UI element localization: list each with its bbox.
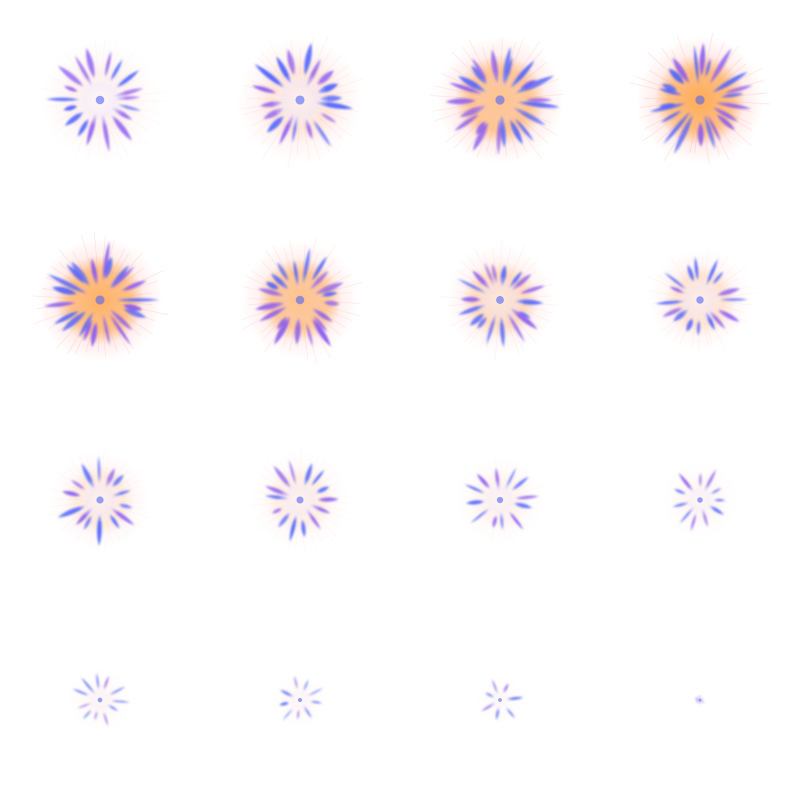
explosion-frame-16 <box>600 600 800 800</box>
explosion-frame-13-graphic <box>68 668 132 732</box>
explosion-frame-2 <box>200 0 400 200</box>
explosion-frame-6-graphic <box>241 237 363 365</box>
explosion-frame-14-graphic <box>271 671 329 729</box>
explosion-center-spark <box>96 496 104 504</box>
explosion-center-spark <box>297 697 303 703</box>
explosion-frame-10-graphic <box>251 451 349 549</box>
explosion-frame-8 <box>600 200 800 400</box>
explosion-frame-11 <box>400 400 600 600</box>
explosion-frame-1-graphic <box>35 36 166 164</box>
explosion-center-spark <box>496 496 504 504</box>
explosion-center-spark <box>697 497 703 503</box>
explosion-center-spark <box>296 496 304 504</box>
explosion-frame-4-graphic <box>630 33 771 164</box>
explosion-frame-2-graphic <box>237 35 363 169</box>
explosion-center-spark <box>495 95 505 105</box>
explosion-center-spark <box>498 698 502 702</box>
explosion-frame-11-graphic <box>456 456 544 544</box>
explosion-frame-15-graphic <box>474 674 526 726</box>
explosion-frame-12 <box>600 400 800 600</box>
explosion-frame-12-graphic <box>661 461 739 539</box>
explosion-center-spark <box>97 697 103 703</box>
explosion-frame-3 <box>400 0 600 200</box>
explosion-frame-7 <box>400 200 600 400</box>
explosion-frame-16-graphic <box>694 694 706 706</box>
explosion-spikes <box>655 256 748 336</box>
explosion-center-spark <box>295 295 305 305</box>
explosion-center-spark <box>698 698 702 702</box>
explosion-frame-5 <box>0 200 200 400</box>
explosion-center-spark <box>95 295 105 305</box>
explosion-frame-8-graphic <box>647 247 757 356</box>
explosion-frame-5-graphic <box>30 231 168 363</box>
explosion-center-spark <box>295 95 305 105</box>
explosion-frame-13 <box>0 600 200 800</box>
explosion-frame-7-graphic <box>439 240 559 361</box>
explosion-frame-9-graphic <box>44 446 150 554</box>
explosion-frame-9 <box>0 400 200 600</box>
explosion-frame-15 <box>400 600 600 800</box>
explosion-center-spark <box>695 95 705 105</box>
explosion-center-spark <box>696 296 704 304</box>
explosion-spikes <box>72 673 130 726</box>
explosion-frame-3-graphic <box>430 36 564 164</box>
explosion-center-spark <box>496 296 504 304</box>
explosion-frame-10 <box>200 400 400 600</box>
explosion-frame-14 <box>200 600 400 800</box>
explosion-frame-6 <box>200 200 400 400</box>
explosion-frame-4 <box>600 0 800 200</box>
explosion-center-spark <box>95 95 105 105</box>
explosion-frame-1 <box>0 0 200 200</box>
